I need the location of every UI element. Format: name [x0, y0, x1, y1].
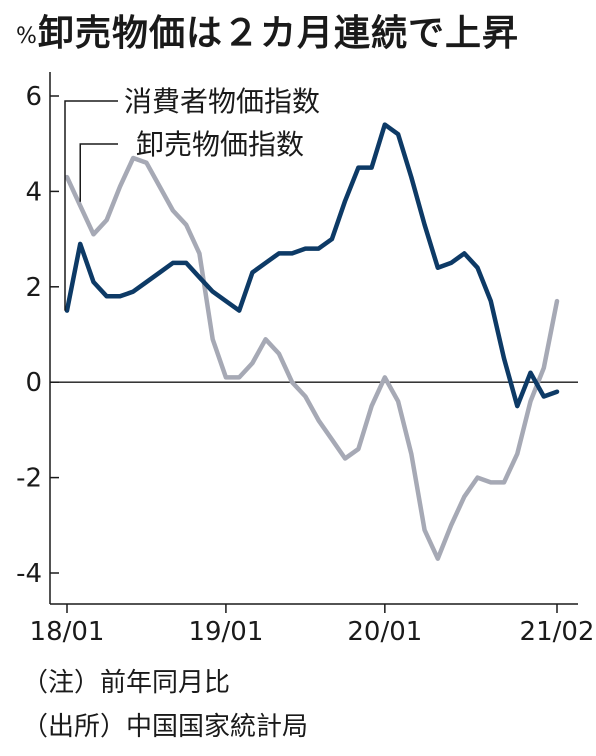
- y-tick-label: 6: [25, 82, 42, 112]
- x-tick-label: 20/01: [347, 617, 422, 647]
- legend-label-ppi: 卸売物価指数: [136, 128, 304, 161]
- y-tick-label: -4: [16, 559, 42, 589]
- y-tick-label: 4: [25, 177, 42, 207]
- series-layer: [64, 122, 560, 561]
- chart-area: 6 4 2 0 -2 -4 18/01 19/01 20/01 21/02 消費者物価指数卸売物価…: [16, 72, 594, 647]
- x-tick-label: 18/01: [30, 617, 105, 647]
- legend-label-cpi: 消費者物価指数: [124, 85, 320, 118]
- chart-title: 卸売物価は２カ月連続で上昇: [38, 13, 520, 54]
- y-axis-unit: %: [16, 24, 37, 49]
- y-tick-label: 2: [25, 273, 42, 303]
- ppi-series-line: [64, 155, 560, 561]
- x-tick-label: 21/02: [520, 617, 595, 647]
- legend-leader-cpi: [64, 100, 118, 311]
- legend-leader-ppi: [79, 143, 118, 202]
- x-tick-label: 19/01: [188, 617, 263, 647]
- source-note: （出所）中国国家統計局: [22, 712, 309, 742]
- y-tick-label: 0: [25, 368, 42, 398]
- axes: 6 4 2 0 -2 -4 18/01 19/01 20/01 21/02: [16, 72, 594, 647]
- footnote: （注）前年同月比: [22, 668, 231, 698]
- y-tick-label: -2: [16, 464, 42, 494]
- cpi-series-line: [64, 122, 560, 409]
